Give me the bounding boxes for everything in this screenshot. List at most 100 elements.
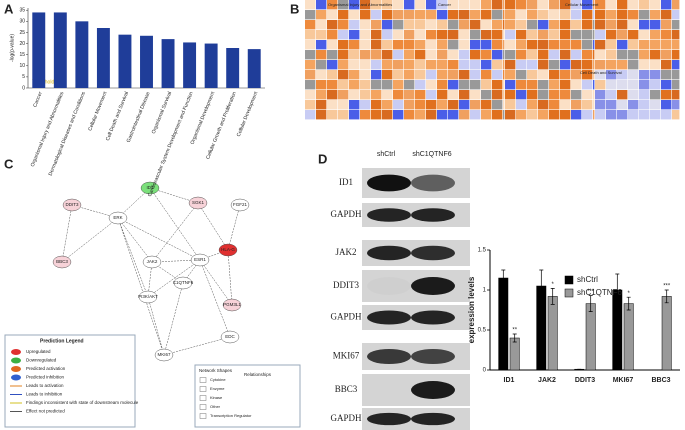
blot-row-label: GAPDH <box>330 312 362 322</box>
heat-cell <box>426 20 437 30</box>
blot-band <box>367 277 411 295</box>
heat-cell <box>628 60 639 70</box>
heat-cell <box>393 70 404 80</box>
heat-cell <box>459 50 470 60</box>
heat-cell <box>595 70 606 80</box>
heat-cell <box>338 80 349 90</box>
heat-cell <box>404 50 415 60</box>
heat-cell <box>371 70 382 80</box>
network-edge <box>147 296 165 356</box>
heat-cell <box>549 20 560 30</box>
heat-cell <box>639 70 650 80</box>
heat-cell <box>316 10 327 20</box>
heat-cell <box>617 10 628 20</box>
error-bar <box>501 269 506 287</box>
blot-band <box>411 208 455 222</box>
heat-cell <box>316 90 327 100</box>
network-node-label: DDIT3 <box>65 202 78 207</box>
heatmap-group-label: Organismal Injury and Abnormalities <box>328 2 392 7</box>
network-node <box>190 253 210 267</box>
heat-cell <box>560 50 571 60</box>
heat-cell <box>538 70 549 80</box>
legend-item: Downregulated <box>26 358 57 363</box>
heat-cell <box>549 30 560 40</box>
heat-cell <box>650 90 661 100</box>
heat-cell <box>628 50 639 60</box>
heat-cell <box>571 0 582 10</box>
network-edge <box>147 259 201 298</box>
heat-cell <box>426 0 437 10</box>
heat-cell <box>549 60 560 70</box>
heat-cell <box>593 10 595 20</box>
heat-cell <box>349 100 360 110</box>
legend-item: Leads to activation <box>26 383 64 388</box>
heat-cell <box>393 0 404 10</box>
heat-cell <box>571 100 582 110</box>
heat-cell <box>492 0 503 10</box>
heat-cell <box>415 10 426 20</box>
heat-cell <box>505 110 516 120</box>
heat-cell <box>338 50 349 60</box>
heat-cell <box>617 0 628 10</box>
blot-row-label: JAK2 <box>335 247 356 257</box>
legend-swatch <box>564 288 574 298</box>
heat-cell <box>516 50 527 60</box>
heat-cell <box>571 30 582 40</box>
network-edge <box>117 217 201 261</box>
bar <box>226 48 240 88</box>
legend-label: shC1QTNF6 <box>577 288 622 297</box>
network-edge <box>61 204 73 263</box>
heat-cell <box>606 40 617 50</box>
heat-cell <box>382 60 393 70</box>
heat-cell <box>571 90 582 100</box>
heat-cell <box>459 80 470 90</box>
heat-cell <box>538 110 549 120</box>
x-tick-label: Organismal Survival <box>151 91 173 135</box>
heat-cell <box>393 20 404 30</box>
heat-cell <box>305 30 316 40</box>
heat-cell <box>492 30 503 40</box>
heatmap-group-label: Cancer <box>438 2 452 7</box>
blot-row-label: BBC3 <box>335 384 358 394</box>
heat-cell <box>459 0 470 10</box>
heat-cell <box>617 60 628 70</box>
heat-cell <box>538 50 549 60</box>
heat-cell <box>481 70 492 80</box>
heat-cell <box>516 100 527 110</box>
heat-cell <box>371 40 382 50</box>
legend-swatch <box>564 275 574 285</box>
heat-cell <box>459 20 470 30</box>
heat-cell <box>415 90 426 100</box>
heat-cell <box>327 90 338 100</box>
heat-cell <box>505 50 516 60</box>
heat-cell <box>560 70 571 80</box>
heat-cell <box>571 70 582 80</box>
y-axis-label: -log(p-value) <box>9 34 15 62</box>
heat-cell <box>327 100 338 110</box>
panel-label: D <box>318 151 327 166</box>
heat-cell <box>505 60 516 70</box>
heat-cell <box>661 30 672 40</box>
heat-cell <box>305 80 316 90</box>
network-edge <box>61 217 119 263</box>
heat-cell <box>393 10 404 20</box>
heat-cell <box>426 60 437 70</box>
network-edge <box>149 187 199 204</box>
y-tick-label: 0.5 <box>478 328 487 334</box>
heat-cell <box>639 20 650 30</box>
heat-cell <box>595 50 606 60</box>
heat-cell <box>349 90 360 100</box>
heat-cell <box>492 80 503 90</box>
heat-cell <box>305 70 316 80</box>
network-node <box>188 196 208 210</box>
heat-cell <box>672 50 680 60</box>
heat-cell <box>437 10 448 20</box>
heat-cell <box>404 10 415 20</box>
network-edge <box>197 202 229 251</box>
heat-cell <box>549 40 560 50</box>
heat-cell <box>338 0 349 10</box>
heat-cell <box>538 40 549 50</box>
heat-cell <box>327 60 338 70</box>
heat-cell <box>404 100 415 110</box>
heat-cell <box>481 50 492 60</box>
